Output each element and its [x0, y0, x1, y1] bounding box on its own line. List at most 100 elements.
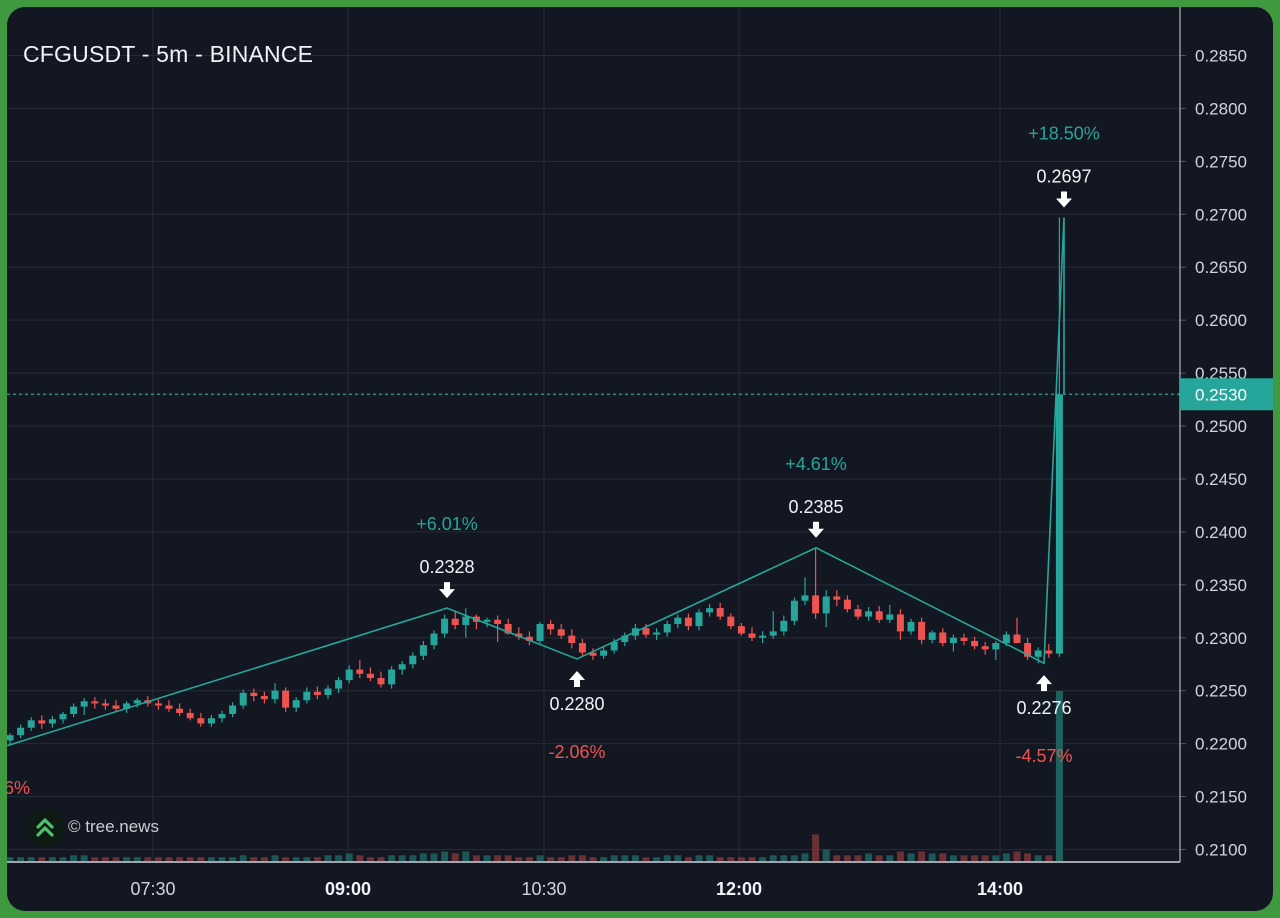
candle-body — [589, 652, 597, 656]
volume-bar — [727, 857, 735, 861]
volume-bar — [38, 857, 46, 861]
volume-bar — [875, 855, 883, 861]
x-tick-label: 07:30 — [130, 879, 175, 899]
candle-body — [441, 618, 449, 634]
candle-body — [971, 640, 979, 647]
candle-body — [451, 618, 459, 626]
volume-bar — [282, 857, 290, 861]
candle-body — [133, 700, 141, 704]
pivot-change-label: +4.61% — [785, 454, 847, 474]
candle-body — [1055, 394, 1063, 654]
y-tick-label: 0.2350 — [1195, 576, 1247, 595]
pivot-low: 0.2280 -2.06% — [548, 670, 606, 762]
candle-body — [780, 620, 788, 632]
volume-bar — [345, 853, 353, 861]
grid — [7, 7, 1180, 862]
candle-body — [727, 616, 735, 627]
candle-body — [282, 690, 290, 708]
candle-body — [313, 691, 321, 695]
y-tick-label: 0.2850 — [1195, 47, 1247, 66]
candle-body — [324, 688, 332, 695]
candle-body — [17, 727, 25, 736]
y-tick-label: 0.2500 — [1195, 417, 1247, 436]
volume-bar — [960, 855, 968, 861]
candle-body — [388, 669, 396, 685]
candle-body — [865, 611, 873, 617]
candle-body — [515, 633, 523, 637]
price-axis[interactable]: 0.2100 0.2150 0.2200 0.2250 0.2300 0.2350 0.24… — [1179, 7, 1273, 862]
candle-body — [896, 614, 904, 632]
pivot-price-label: 0.2385 — [788, 497, 843, 517]
candle-body — [70, 706, 78, 714]
candle-body — [335, 680, 343, 689]
volume-bar — [17, 857, 25, 861]
candle-body — [292, 700, 300, 708]
candle-body — [165, 705, 173, 709]
volume-bar — [451, 853, 459, 861]
price-chart[interactable]: 0.2328 +6.01% 0.2280 -2.06% 0.2385 +4.61% 0.22… — [7, 7, 1273, 911]
chart-panel: 0.2328 +6.01% 0.2280 -2.06% 0.2385 +4.61% 0.22… — [7, 7, 1273, 911]
candle-body — [610, 642, 618, 651]
candle-body — [812, 595, 820, 614]
pivot-high: 0.2385 +4.61% — [785, 454, 847, 538]
volume-bar — [865, 853, 873, 861]
watermark-text: © tree.news — [68, 817, 159, 836]
volume-bar — [303, 857, 311, 861]
candle-body — [101, 703, 109, 706]
volume-bar — [398, 855, 406, 861]
pivot-price-label: 0.2276 — [1016, 698, 1071, 718]
volume-bar — [7, 857, 14, 861]
volume-bar — [748, 857, 756, 861]
candle-body — [960, 637, 968, 641]
y-tick-label: 0.2800 — [1195, 99, 1247, 118]
candle-body — [271, 690, 279, 700]
y-tick-label: 0.2150 — [1195, 788, 1247, 807]
candle-body — [949, 637, 957, 644]
candle-body — [706, 608, 714, 613]
arrow-up-icon — [1036, 675, 1052, 692]
volume-bar — [101, 857, 109, 861]
volume-bar — [239, 855, 247, 861]
candle-body — [59, 713, 67, 720]
swing-lines — [7, 217, 1180, 747]
volume-bar — [600, 857, 608, 861]
candle-body — [419, 645, 427, 656]
volume-bar — [939, 853, 947, 861]
volume-bar — [971, 855, 979, 861]
candle-body — [483, 619, 491, 622]
candle-body — [48, 719, 56, 724]
volume-bar — [59, 857, 67, 861]
volume-bar — [377, 857, 385, 861]
volume-bar — [1002, 853, 1010, 861]
candle-body — [833, 596, 841, 600]
candle-body — [430, 633, 438, 646]
candle-body — [494, 619, 502, 625]
candle-body — [504, 624, 512, 634]
candle-body — [377, 677, 385, 685]
time-axis[interactable]: 07:30 09:00 10:30 12:00 14:00 — [7, 861, 1180, 899]
volume-bar — [207, 857, 215, 861]
volume-bar — [801, 853, 809, 861]
candle-body — [621, 635, 629, 643]
volume-bar — [907, 853, 915, 861]
current-price-tag — [1180, 378, 1273, 411]
volume-bar — [684, 857, 692, 861]
candle-body — [409, 655, 417, 665]
volume-bar — [154, 857, 162, 861]
candle-body — [229, 705, 237, 714]
candle-body — [366, 673, 374, 678]
candle-body — [981, 646, 989, 650]
volume-bar — [218, 857, 226, 861]
volume-bar — [430, 853, 438, 861]
pivot-annotations: 0.2328 +6.01% 0.2280 -2.06% 0.2385 +4.61% 0.22… — [7, 123, 1100, 798]
current-price-label: 0.2530 — [1195, 385, 1247, 404]
candle-body — [653, 632, 661, 635]
volume-bar — [70, 855, 78, 861]
volume-bar — [112, 857, 120, 861]
volume-bar — [610, 855, 618, 861]
volume-bar — [589, 857, 597, 861]
candle-body — [769, 631, 777, 636]
candle-body — [854, 609, 862, 617]
volume-bar — [1024, 853, 1032, 861]
volume-bar — [918, 851, 926, 861]
